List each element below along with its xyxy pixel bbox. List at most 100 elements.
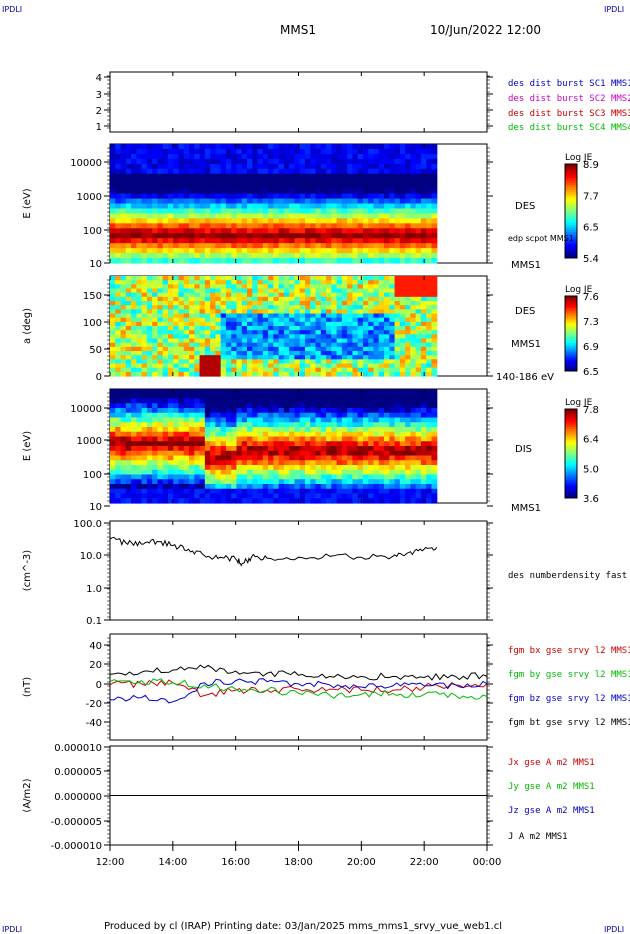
- spectrogram-cell: [399, 412, 406, 419]
- spectrogram-cell: [236, 465, 243, 471]
- spectrogram-cell: [115, 359, 122, 365]
- spectrogram-cell: [373, 484, 380, 490]
- spectrogram-cell: [394, 403, 401, 409]
- spectrogram-cell: [268, 460, 274, 466]
- spectrogram-cell: [415, 460, 422, 466]
- spectrogram-cell: [320, 367, 327, 373]
- spectrogram-cell: [336, 359, 343, 365]
- spectrogram-cell: [373, 359, 380, 365]
- des-pitch-right-label: DES: [515, 306, 535, 317]
- colorbar-step: [565, 469, 577, 472]
- spectrogram-cell: [189, 321, 195, 327]
- spectrogram-cell: [231, 253, 238, 259]
- spectrogram-cell: [341, 223, 348, 229]
- spectrogram-cell: [352, 243, 359, 249]
- spectrogram-cell: [368, 446, 375, 452]
- spectrogram-cell: [336, 427, 343, 433]
- spectrogram-cell: [299, 330, 306, 335]
- spectrogram-cell: [278, 153, 285, 160]
- spectrogram-cell: [162, 326, 169, 331]
- spectrogram-cell: [289, 498, 296, 504]
- spectrogram-cell: [178, 427, 185, 433]
- spectrogram-cell: [420, 223, 427, 229]
- spectrogram-cell: [152, 203, 159, 210]
- colorbar-step: [565, 192, 577, 196]
- spectrogram-cell: [283, 479, 290, 485]
- spectrogram-cell: [125, 163, 132, 170]
- spectrogram-cell: [389, 493, 396, 499]
- spectrogram-cell: [299, 398, 306, 404]
- spectrogram-cell: [299, 498, 306, 504]
- spectrogram-cell: [399, 317, 406, 323]
- spectrogram-cell: [394, 427, 401, 433]
- spectrogram-cell: [141, 338, 148, 344]
- spectrogram-cell: [189, 313, 195, 319]
- spectrogram-cell: [384, 408, 390, 414]
- spectrogram-cell: [304, 243, 311, 249]
- spectrogram-cell: [268, 238, 274, 244]
- spectrogram-cell: [341, 389, 348, 395]
- spectrogram-cell: [384, 346, 390, 352]
- spectrogram-cell: [415, 389, 422, 395]
- spectrogram-cell: [373, 403, 380, 409]
- spectrogram-cell: [326, 178, 332, 185]
- spectrogram-cell: [262, 233, 269, 239]
- spectrogram-cell: [162, 301, 169, 306]
- spectrogram-cell: [410, 436, 417, 442]
- spectrogram-cell: [236, 371, 243, 377]
- spectrogram-cell: [257, 163, 264, 170]
- spectrogram-cell: [368, 346, 375, 352]
- spectrogram-cell: [273, 436, 280, 442]
- spectrogram-cell: [110, 441, 116, 447]
- spectrogram-cell: [347, 173, 354, 180]
- spectrogram-cell: [146, 474, 153, 480]
- spectrogram-cell: [268, 228, 274, 234]
- spectrogram-cell: [336, 446, 343, 452]
- spectrogram-cell: [247, 488, 253, 495]
- spectrogram-cell: [167, 351, 174, 356]
- spectrogram-cell: [310, 460, 317, 466]
- spectrogram-cell: [384, 359, 390, 365]
- spectrogram-cell: [225, 301, 232, 306]
- spectrogram-cell: [394, 326, 401, 331]
- spectrogram-cell: [273, 493, 280, 499]
- spectrogram-cell: [157, 188, 164, 195]
- spectrogram-cell: [110, 168, 116, 175]
- spectrogram-cell: [299, 280, 306, 285]
- spectrogram-cell: [399, 178, 406, 185]
- spectrogram-cell: [247, 455, 253, 461]
- spectrogram-cell: [373, 228, 380, 234]
- spectrogram-cell: [310, 144, 317, 150]
- spectrogram-cell: [162, 153, 169, 160]
- spectrogram-cell: [362, 317, 369, 323]
- spectrogram-cell: [146, 309, 153, 315]
- spectrogram-cell: [115, 276, 122, 281]
- spectrogram-cell: [131, 193, 137, 200]
- spectrogram-cell: [331, 208, 338, 215]
- spectrogram-cell: [299, 317, 306, 323]
- spectrogram-cell: [352, 288, 359, 294]
- spectrogram-cell: [278, 469, 285, 476]
- spectrogram-cell: [236, 178, 243, 185]
- spectrogram-cell: [204, 173, 211, 180]
- spectrogram-cell: [141, 465, 148, 471]
- spectrogram-cell: [183, 288, 190, 294]
- spectrogram-cell: [384, 417, 390, 423]
- spectrogram-cell: [405, 188, 411, 195]
- spectrogram-cell: [410, 292, 417, 298]
- spectrogram-cell: [189, 153, 195, 160]
- spectrogram-cell: [431, 188, 438, 195]
- spectrogram-cell: [384, 288, 390, 294]
- spectrogram-cell: [289, 334, 296, 340]
- spectrogram-cell: [199, 334, 206, 340]
- spectrogram-cell: [236, 493, 243, 499]
- spectrogram-cell: [410, 334, 417, 340]
- spectrogram-cell: [357, 292, 364, 298]
- spectrogram-cell: [215, 248, 222, 254]
- spectrogram-cell: [199, 178, 206, 185]
- spectrogram-cell: [389, 178, 396, 185]
- spectrogram-cell: [189, 422, 195, 428]
- spectrogram-cell: [394, 342, 401, 348]
- spectrogram-cell: [357, 436, 364, 442]
- spectrogram-cell: [136, 148, 143, 155]
